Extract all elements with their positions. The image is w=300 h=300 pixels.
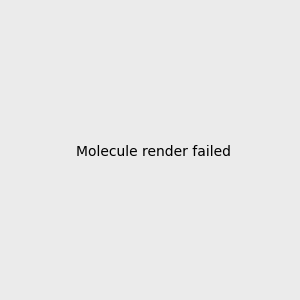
Text: Molecule render failed: Molecule render failed	[76, 145, 231, 158]
